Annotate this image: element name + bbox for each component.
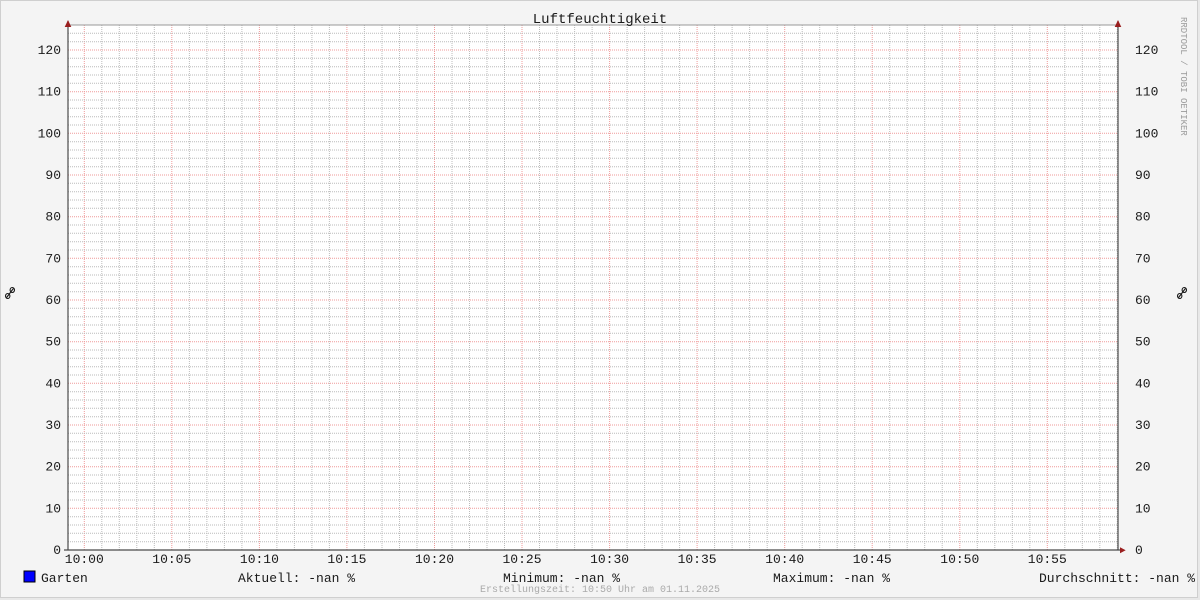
svg-text:Erstellungszeit: 10:50 Uhr am: Erstellungszeit: 10:50 Uhr am 01.11.2025 <box>480 584 720 596</box>
svg-text:10:15: 10:15 <box>327 552 366 567</box>
svg-text:110: 110 <box>38 85 61 100</box>
svg-text:Minimum: -nan %: Minimum: -nan % <box>503 571 620 586</box>
svg-text:100: 100 <box>38 126 61 141</box>
svg-text:10:50: 10:50 <box>940 552 979 567</box>
svg-text:10:40: 10:40 <box>765 552 804 567</box>
svg-text:10:30: 10:30 <box>590 552 629 567</box>
svg-text:30: 30 <box>45 418 61 433</box>
svg-text:100: 100 <box>1135 126 1158 141</box>
svg-text:10: 10 <box>45 501 61 516</box>
svg-text:30: 30 <box>1135 418 1151 433</box>
svg-text:10:55: 10:55 <box>1028 552 1067 567</box>
svg-text:10:45: 10:45 <box>853 552 892 567</box>
svg-text:70: 70 <box>45 251 61 266</box>
svg-text:40: 40 <box>45 376 61 391</box>
svg-text:Maximum: -nan %: Maximum: -nan % <box>773 571 890 586</box>
svg-text:10: 10 <box>1135 501 1151 516</box>
svg-text:Aktuell: -nan %: Aktuell: -nan % <box>238 571 355 586</box>
svg-text:80: 80 <box>1135 210 1151 225</box>
svg-text:60: 60 <box>1135 293 1151 308</box>
svg-text:10:20: 10:20 <box>415 552 454 567</box>
svg-text:0: 0 <box>53 543 61 558</box>
svg-text:20: 20 <box>45 460 61 475</box>
svg-text:10:25: 10:25 <box>502 552 541 567</box>
svg-text:RRDTOOL / TOBI OETIKER: RRDTOOL / TOBI OETIKER <box>1178 17 1188 136</box>
svg-text:Luftfeuchtigkeit: Luftfeuchtigkeit <box>533 12 667 28</box>
svg-text:Durchschnitt: -nan %: Durchschnitt: -nan % <box>1039 571 1195 586</box>
svg-text:60: 60 <box>45 293 61 308</box>
svg-text:10:10: 10:10 <box>240 552 279 567</box>
svg-text:0: 0 <box>1135 543 1143 558</box>
svg-text:10:05: 10:05 <box>152 552 191 567</box>
svg-text:120: 120 <box>1135 43 1158 58</box>
svg-text:50: 50 <box>45 335 61 350</box>
svg-text:80: 80 <box>45 210 61 225</box>
svg-text:70: 70 <box>1135 251 1151 266</box>
svg-text:90: 90 <box>45 168 61 183</box>
svg-text:90: 90 <box>1135 168 1151 183</box>
svg-text:120: 120 <box>38 43 61 58</box>
svg-text:20: 20 <box>1135 460 1151 475</box>
svg-text:Garten: Garten <box>41 571 88 586</box>
svg-text:50: 50 <box>1135 335 1151 350</box>
svg-text:10:35: 10:35 <box>678 552 717 567</box>
svg-text:110: 110 <box>1135 85 1158 100</box>
svg-text:40: 40 <box>1135 376 1151 391</box>
svg-text:10:00: 10:00 <box>65 552 104 567</box>
